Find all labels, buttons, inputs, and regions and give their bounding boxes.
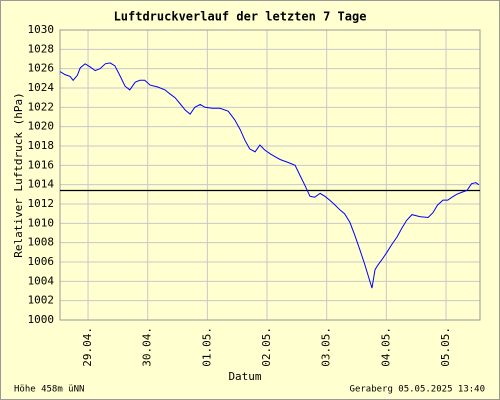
y-tick-label: 1000 xyxy=(28,313,55,326)
x-axis-label: Datum xyxy=(228,370,261,383)
y-tick-label: 1008 xyxy=(28,236,55,249)
y-tick-label: 1028 xyxy=(28,42,55,55)
x-tick-label: 03.05. xyxy=(320,327,333,367)
y-tick-label: 1030 xyxy=(28,23,55,36)
y-axis-label: Relativer Luftdruck (hPa) xyxy=(12,92,25,258)
footer-right: Geraberg 05.05.2025 13:40 xyxy=(350,385,485,395)
y-tick-label: 1016 xyxy=(28,158,55,171)
x-tick-label: 05.05. xyxy=(439,327,452,367)
chart-title: Luftdruckverlauf der letzten 7 Tage xyxy=(114,10,367,24)
y-tick-label: 1014 xyxy=(28,178,55,191)
x-tick-label: 04.05. xyxy=(379,327,392,367)
y-tick-label: 1026 xyxy=(28,62,55,75)
y-tick-label: 1004 xyxy=(28,274,55,287)
plot-border xyxy=(59,29,481,321)
footer-left: Höhe 458m üNN xyxy=(14,385,84,395)
plot-area xyxy=(60,30,480,320)
y-tick-label: 1024 xyxy=(28,81,55,94)
x-tick-label: 29.04. xyxy=(81,327,94,367)
y-tick-label: 1002 xyxy=(28,294,55,307)
x-tick-label: 30.04. xyxy=(141,327,154,367)
y-tick-label: 1020 xyxy=(28,120,55,133)
x-tick-label: 02.05. xyxy=(260,327,273,367)
pressure-line xyxy=(59,62,480,289)
y-tick-label: 1006 xyxy=(28,255,55,268)
x-tick-label: 01.05. xyxy=(200,327,213,367)
y-tick-label: 1010 xyxy=(28,216,55,229)
y-tick-label: 1018 xyxy=(28,139,55,152)
y-tick-label: 1012 xyxy=(28,197,55,210)
y-tick-label: 1022 xyxy=(28,100,55,113)
